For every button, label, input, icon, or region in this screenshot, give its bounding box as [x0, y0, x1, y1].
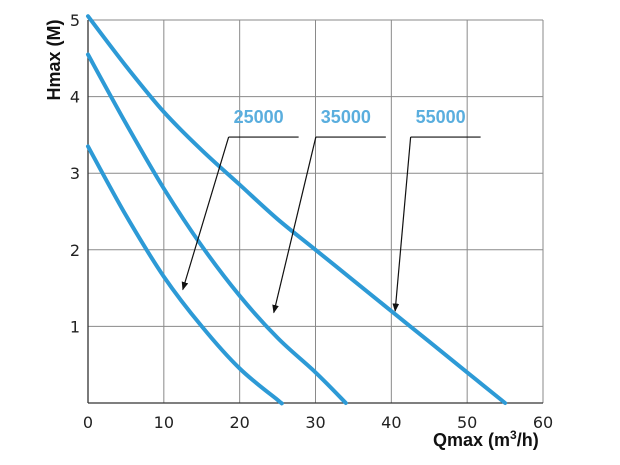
x-tick-label: 30 — [305, 413, 325, 432]
series-line-25000 — [86, 144, 284, 406]
series-line-35000 — [86, 52, 348, 405]
x-tick-label: 0 — [83, 413, 93, 432]
annotation-arrow-35000 — [272, 136, 317, 314]
x-axis-label-sup: 3 — [510, 428, 517, 442]
y-tick-label: 2 — [70, 241, 80, 260]
series-label-25000: 25000 — [234, 107, 284, 127]
tick-labels: 0 10 20 30 40 50 60 1 2 3 4 5 — [70, 11, 553, 432]
x-axis-label-tail: /h) — [517, 430, 539, 450]
x-axis-label: Qmax (m3/h) — [433, 428, 539, 450]
y-axis-label: Hmax (M) — [44, 19, 64, 100]
curves — [86, 14, 508, 406]
x-tick-label: 40 — [381, 413, 401, 432]
x-tick-label: 10 — [154, 413, 174, 432]
x-tick-label: 50 — [457, 413, 477, 432]
series-label-55000: 55000 — [416, 107, 466, 127]
annotation-arrow-25000 — [181, 136, 230, 291]
y-tick-label: 5 — [70, 11, 80, 30]
series-label-35000: 35000 — [321, 107, 371, 127]
series-line-55000 — [86, 14, 508, 405]
x-tick-label: 60 — [533, 413, 553, 432]
y-tick-label: 1 — [70, 317, 80, 336]
y-tick-label: 3 — [70, 164, 80, 183]
grid — [87, 19, 544, 404]
annotations: 25000 35000 55000 — [181, 107, 481, 314]
y-tick-label: 4 — [70, 88, 80, 107]
x-tick-label: 20 — [229, 413, 249, 432]
x-axis-label-main: Qmax (m — [433, 430, 510, 450]
annotation-arrow-55000 — [392, 137, 412, 312]
